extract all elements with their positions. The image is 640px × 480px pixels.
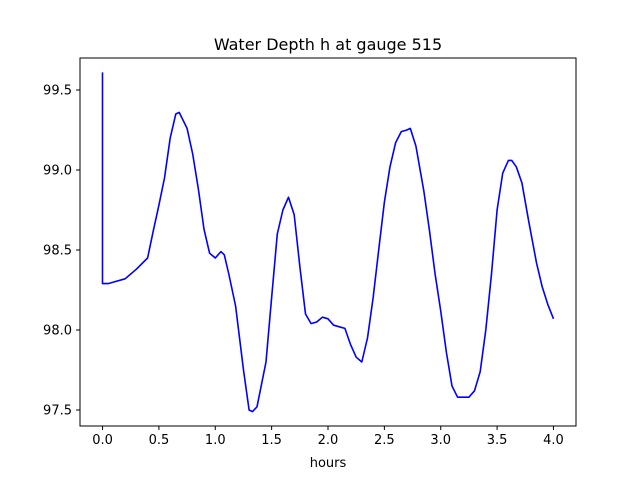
y-tick-label: 99.5 bbox=[43, 84, 72, 99]
x-tick-label: 1.0 bbox=[205, 433, 226, 448]
x-tick-label: 0.5 bbox=[149, 433, 170, 448]
y-tick-label: 98.0 bbox=[43, 324, 72, 339]
series-line-0 bbox=[101, 72, 555, 413]
x-axis-label: hours bbox=[310, 456, 347, 471]
x-tick-label: 2.0 bbox=[318, 433, 339, 448]
x-tick-label: 1.5 bbox=[261, 433, 282, 448]
x-tick-label: 3.5 bbox=[487, 433, 508, 448]
plot-area: 0.0 0.5 1.0 1.5 2.0 2.5 3.0 3.5 4.0 97.5 98.0 98.5 9… bbox=[43, 57, 577, 448]
y-tick-label: 98.5 bbox=[43, 244, 72, 259]
x-tick-label: 0.0 bbox=[92, 433, 113, 448]
y-tick-label: 99.0 bbox=[43, 164, 72, 179]
x-tick-label: 3.0 bbox=[430, 433, 451, 448]
chart-title: Water Depth h at gauge 515 bbox=[214, 35, 442, 54]
x-tick-label: 2.5 bbox=[374, 433, 395, 448]
x-tick-label: 4.0 bbox=[543, 433, 564, 448]
y-tick-label: 97.5 bbox=[43, 404, 72, 419]
